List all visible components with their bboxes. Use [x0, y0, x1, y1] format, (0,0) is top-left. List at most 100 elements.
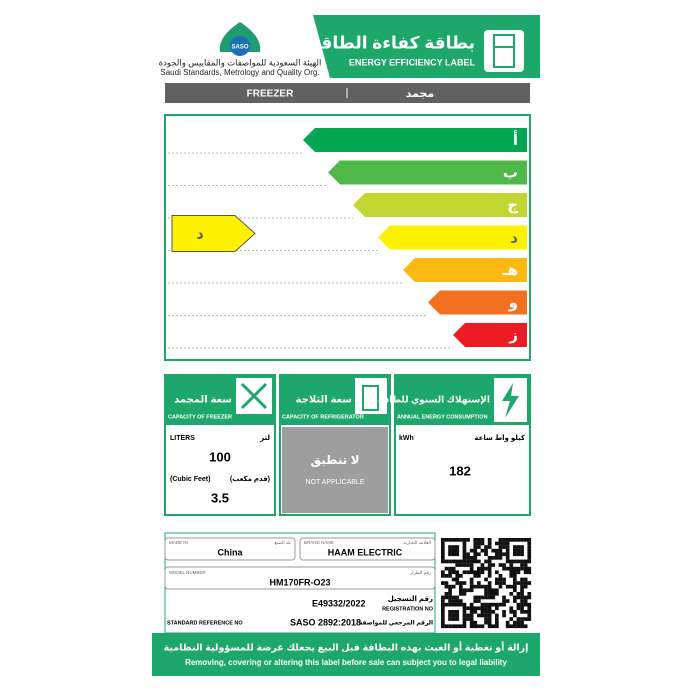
- qr-module: [451, 559, 456, 564]
- qr-module: [502, 602, 506, 607]
- qr-module: [502, 595, 506, 600]
- qr-module: [441, 613, 445, 618]
- qr-module: [462, 552, 467, 557]
- qr-module: [448, 548, 452, 553]
- qr-module: [484, 545, 488, 549]
- qr-module: [491, 602, 496, 607]
- qr-module: [527, 541, 532, 546]
- qr-module: [520, 538, 524, 542]
- qr-module: [469, 563, 474, 567]
- qr-module: [527, 613, 532, 618]
- qr-module: [513, 545, 517, 549]
- qr-module: [505, 538, 510, 542]
- model-box: [164, 566, 436, 590]
- qr-module: [477, 599, 481, 603]
- qr-module: [509, 592, 514, 596]
- qr-module: [448, 613, 452, 618]
- qr-module: [487, 610, 492, 614]
- qr-module: [502, 541, 506, 546]
- model-label-ar: رقم الطراز: [409, 570, 431, 576]
- qr-module: [487, 624, 492, 629]
- qr-module: [505, 548, 510, 553]
- qr-module: [509, 624, 514, 629]
- qr-module: [473, 574, 478, 578]
- qr-module: [462, 541, 467, 546]
- qr-module: [487, 566, 492, 571]
- class-letter: ب: [503, 164, 518, 181]
- qr-module: [451, 584, 456, 589]
- qr-module: [477, 559, 481, 564]
- qr-module: [444, 581, 449, 585]
- qr-module: [480, 584, 485, 589]
- registration-value: E49332/2022: [312, 598, 366, 608]
- qr-module: [477, 584, 481, 589]
- made-in-label-ar: بلد الصنع: [274, 540, 291, 545]
- qr-module: [444, 538, 449, 542]
- qr-module: [491, 588, 496, 593]
- qr-module: [480, 595, 485, 600]
- qr-module: [516, 552, 521, 557]
- qr-module: [487, 574, 492, 578]
- qr-module: [487, 620, 492, 625]
- qr-module: [516, 606, 521, 611]
- qr-module: [502, 599, 506, 603]
- energy-unit-ar: كيلو واط ساعة: [474, 434, 526, 442]
- qr-module: [513, 595, 517, 600]
- qr-module: [480, 566, 485, 571]
- made-in-box: [164, 537, 296, 561]
- class-letter: ز: [508, 327, 518, 344]
- qr-module: [495, 570, 499, 575]
- qr-module: [469, 620, 474, 625]
- footer-warning-en: Removing, covering or altering this labe…: [185, 658, 507, 667]
- qr-module: [487, 563, 492, 567]
- qr-module: [505, 541, 510, 546]
- qr-module: [520, 599, 524, 603]
- qr-module: [523, 570, 528, 575]
- qr-module: [527, 538, 532, 542]
- qr-module: [495, 581, 499, 585]
- qr-module: [498, 581, 503, 585]
- qr-module: [502, 563, 506, 567]
- qr-module: [462, 610, 467, 614]
- qr-module: [527, 570, 532, 575]
- qr-module: [480, 606, 485, 611]
- qr-module: [448, 624, 452, 629]
- qr-module: [441, 541, 445, 546]
- qr-module: [473, 570, 478, 575]
- qr-module: [495, 577, 499, 582]
- energy-title-ar: الإستهلاك السنوي للطاقة: [378, 394, 490, 405]
- qr-module: [487, 556, 492, 560]
- qr-module: [451, 538, 456, 542]
- qr-module: [520, 606, 524, 611]
- qr-module: [520, 545, 524, 549]
- qr-module: [459, 559, 463, 564]
- qr-module: [459, 538, 463, 542]
- qr-module: [520, 584, 524, 589]
- qr-module: [520, 624, 524, 629]
- freezer-title-en: CAPACITY OF FREEZER: [168, 414, 232, 420]
- qr-module: [523, 602, 528, 607]
- qr-module: [487, 595, 492, 600]
- qr-module: [466, 570, 470, 575]
- qr-module: [455, 610, 460, 614]
- made-in-label-en: MADE IN: [169, 540, 188, 545]
- qr-module: [487, 588, 492, 593]
- qr-module: [480, 541, 485, 546]
- qr-module: [451, 617, 456, 621]
- qr-module: [448, 610, 452, 614]
- header-title-ar: بطاقة كفاءة الطاقة: [311, 33, 475, 52]
- header-title-en: ENERGY EFFICIENCY LABEL: [349, 57, 476, 67]
- qr-module: [455, 552, 460, 557]
- qr-module: [520, 559, 524, 564]
- qr-module: [462, 556, 467, 560]
- qr-module: [455, 602, 460, 607]
- qr-module: [459, 592, 463, 596]
- qr-module: [523, 624, 528, 629]
- qr-module: [444, 559, 449, 564]
- qr-module: [477, 566, 481, 571]
- freezer-unit-en: LITERS: [170, 435, 195, 442]
- qr-module: [466, 552, 470, 557]
- qr-module: [520, 602, 524, 607]
- qr-module: [487, 538, 492, 542]
